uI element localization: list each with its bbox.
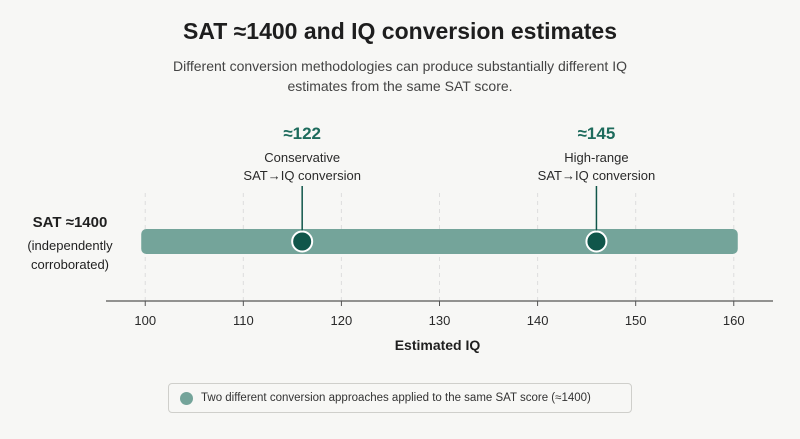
point-caption-line2: SAT→IQ conversion [538,168,656,183]
data-label: ≈145 [578,124,616,143]
point-caption-line1: Conservative [264,150,340,165]
point-caption-line1: High-range [564,150,628,165]
row-label-main: SAT ≈1400 [32,214,108,231]
chart-subtitle: Different conversion methodologies can p… [173,58,627,94]
x-tick-label: 160 [723,313,745,328]
data-point [585,230,608,253]
x-axis-ticks: 100 110 120 130 140 150 160 [134,301,745,328]
grid-lines [144,193,735,301]
data-point [291,230,314,253]
data-points: ≈122 Conservative SAT→IQ conversion ≈145 Hig… [243,124,656,253]
chart-title: SAT ≈1400 and IQ conversion estimates [182,18,618,44]
legend: Two different conversion approaches appl… [168,383,632,413]
x-tick-label: 110 [233,313,254,328]
data-label: ≈122 [283,124,321,143]
row-label-sub: (independently corroborated) [27,238,113,272]
legend-swatch [180,391,193,405]
point-caption-line2: SAT→IQ conversion [243,168,361,183]
x-tick-label: 130 [429,313,451,328]
x-tick-label: 150 [625,313,647,328]
x-tick-label: 100 [134,313,156,328]
legend-text: Two different conversion approaches appl… [201,392,591,404]
estimate-band [141,229,738,254]
x-tick-label: 140 [527,313,549,328]
x-axis-label: Estimated IQ [395,337,481,353]
x-tick-label: 120 [331,313,353,328]
